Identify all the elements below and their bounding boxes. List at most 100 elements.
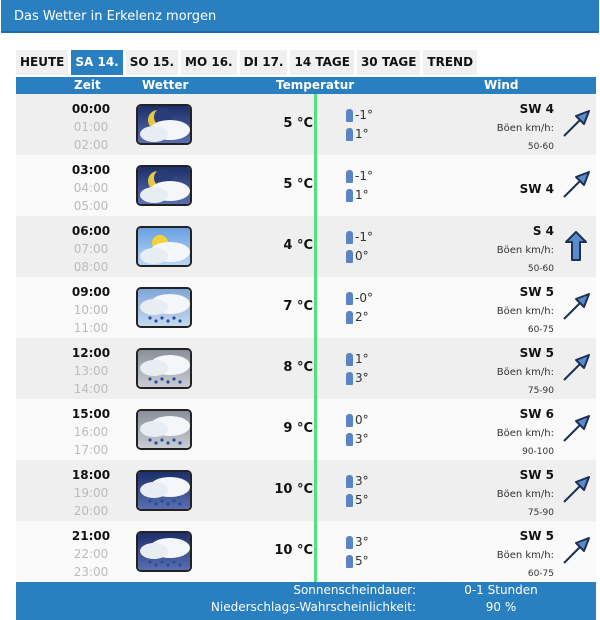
feels-like-female: -1°: [355, 108, 373, 122]
gust-value: 75-90: [527, 386, 554, 396]
time-slots: 21:00 22:00 23:00: [66, 527, 116, 581]
time-sub: 04:00: [73, 181, 109, 195]
time-sub: 20:00: [73, 504, 109, 518]
night-cloudy-icon: [136, 165, 192, 206]
table-row: 06:00 07:00 08:00 4 °C -1° 0° S 4 Böen k…: [16, 216, 596, 277]
feels-like: -1° 0°: [346, 228, 373, 266]
person-female-icon: [346, 292, 353, 305]
night-cloud-rain-icon: [136, 470, 192, 511]
wind-info: SW 5 Böen km/h: 75-90: [497, 466, 554, 523]
wind-direction-speed: SW 5: [519, 285, 554, 299]
wind-arrow-northeast-icon: [563, 293, 590, 320]
feels-like: -0° 2°: [346, 289, 373, 327]
wind-info: S 4 Böen km/h: 50-60: [497, 222, 554, 279]
time-sub: 07:00: [73, 242, 109, 256]
sun-cloudy-icon: [136, 226, 192, 267]
time-main: 15:00: [71, 407, 111, 421]
tab-trend[interactable]: TREND: [423, 50, 478, 75]
tab-30-tage[interactable]: 30 TAGE: [356, 50, 421, 75]
feels-like-female: -0°: [355, 291, 373, 305]
gust-label: Böen km/h:: [496, 550, 554, 561]
feels-like-female: 0°: [355, 413, 369, 427]
wind-info: SW 5 Böen km/h: 60-75: [497, 283, 554, 340]
day-tabs: HEUTE SA 14. SO 15. MO 16. DI 17. 14 TAGE 30 T…: [16, 50, 478, 75]
feels-like-male: 2°: [355, 310, 369, 324]
tab-14-tage[interactable]: 14 TAGE: [290, 50, 354, 75]
feels-like: -1° 1°: [346, 106, 373, 144]
header-wind: Wind: [484, 78, 519, 92]
time-slots: 15:00 16:00 17:00: [66, 405, 116, 459]
feels-like-female: -1°: [355, 230, 373, 244]
page-title: Das Wetter in Erkelenz morgen: [1, 0, 599, 33]
time-sub: 02:00: [73, 138, 109, 152]
wind-info: SW 4: [520, 180, 554, 199]
time-main: 21:00: [71, 529, 111, 543]
time-sub: 23:00: [73, 565, 109, 579]
wind-direction-speed: SW 5: [519, 529, 554, 543]
person-male-icon: [346, 494, 353, 507]
feels-like-female: 1°: [355, 352, 369, 366]
wind-direction-speed: SW 5: [519, 346, 554, 360]
night-cloud-rain-icon: [136, 531, 192, 572]
table-row: 15:00 16:00 17:00 9 °C 0° 3° SW 6 Böen k…: [16, 399, 596, 460]
person-male-icon: [346, 128, 353, 141]
gust-value: 90-100: [522, 447, 554, 457]
time-sub: 08:00: [73, 260, 109, 274]
person-female-icon: [346, 170, 353, 183]
time-sub: 17:00: [73, 443, 109, 457]
time-sub: 19:00: [73, 486, 109, 500]
tab-mo-16[interactable]: MO 16.: [181, 50, 237, 75]
time-slots: 06:00 07:00 08:00: [66, 222, 116, 276]
header-wetter: Wetter: [142, 78, 189, 92]
wind-arrow-northeast-icon: [563, 476, 590, 503]
person-male-icon: [346, 250, 353, 263]
wind-arrow-northeast-icon: [563, 415, 590, 442]
feels-like-female: 3°: [355, 535, 369, 549]
time-sub: 13:00: [73, 364, 109, 378]
time-main: 09:00: [71, 285, 111, 299]
feels-like-male: 1°: [355, 127, 369, 141]
wind-arrow-northeast-icon: [563, 537, 590, 564]
table-row: 21:00 22:00 23:00 10 °C 3° 5° SW 5 Böen …: [16, 521, 596, 582]
feels-like-male: 3°: [355, 371, 369, 385]
time-sub: 01:00: [73, 120, 109, 134]
tab-heute[interactable]: HEUTE: [16, 50, 69, 75]
feels-like-male: 1°: [355, 188, 369, 202]
time-slots: 12:00 13:00 14:00: [66, 344, 116, 398]
person-male-icon: [346, 555, 353, 568]
tab-sa-14[interactable]: SA 14.: [71, 50, 123, 75]
feels-like-female: 3°: [355, 474, 369, 488]
person-male-icon: [346, 311, 353, 324]
person-female-icon: [346, 109, 353, 122]
wind-arrow-northeast-icon: [563, 171, 590, 198]
tab-di-17[interactable]: DI 17.: [239, 50, 288, 75]
time-main: 06:00: [71, 224, 111, 238]
feels-like: 1° 3°: [346, 350, 369, 388]
feels-like-male: 3°: [355, 432, 369, 446]
wind-arrow-northeast-icon: [563, 354, 590, 381]
person-female-icon: [346, 231, 353, 244]
time-sub: 22:00: [73, 547, 109, 561]
temperature: 7 °C: [283, 299, 313, 314]
feels-like: 3° 5°: [346, 472, 369, 510]
person-male-icon: [346, 372, 353, 385]
night-cloudy-icon: [136, 104, 192, 145]
sun-value: 0-1 Stunden: [464, 583, 538, 597]
tab-so-15[interactable]: SO 15.: [125, 50, 179, 75]
gust-value: 75-90: [527, 508, 554, 518]
table-row: 12:00 13:00 14:00 8 °C 1° 3° SW 5 Böen k…: [16, 338, 596, 399]
wind-info: SW 4 Böen km/h: 50-60: [497, 100, 554, 157]
temperature: 10 °C: [274, 543, 313, 558]
gust-label: Böen km/h:: [496, 123, 554, 134]
time-main: 00:00: [71, 102, 111, 116]
time-sub: 14:00: [73, 382, 109, 396]
table-row: 00:00 01:00 02:00 5 °C -1° 1° SW 4 Böen …: [16, 94, 596, 155]
table-row: 03:00 04:00 05:00 5 °C -1° 1° SW 4: [16, 155, 596, 216]
gust-label: Böen km/h:: [496, 245, 554, 256]
time-main: 12:00: [71, 346, 111, 360]
wind-direction-speed: SW 4: [519, 182, 554, 196]
cloud-rain-icon: [136, 348, 192, 389]
time-sub: 05:00: [73, 199, 109, 213]
wind-arrow-northeast-icon: [563, 110, 590, 137]
person-male-icon: [346, 433, 353, 446]
